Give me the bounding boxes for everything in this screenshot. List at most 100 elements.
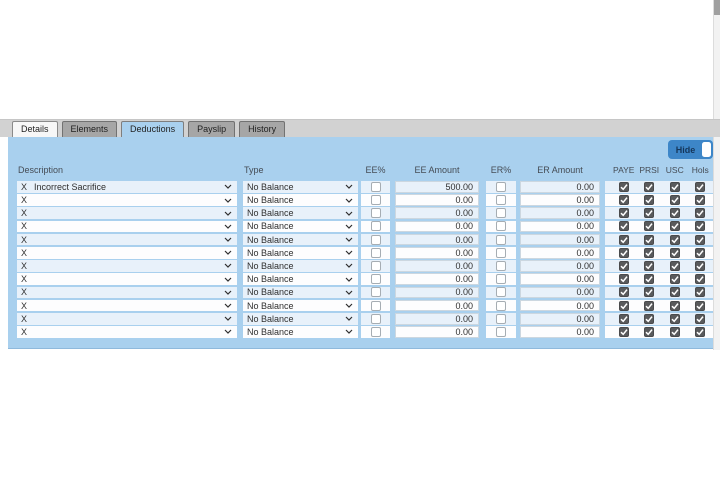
type-select[interactable]: No Balance bbox=[243, 260, 358, 272]
usc-checkbox[interactable] bbox=[669, 247, 680, 258]
er-amount-input[interactable]: 0.00 bbox=[520, 312, 600, 325]
paye-checkbox[interactable] bbox=[618, 181, 629, 192]
er-percent-checkbox[interactable] bbox=[496, 287, 506, 298]
ee-amount-input[interactable]: 0.00 bbox=[395, 299, 479, 312]
type-select[interactable]: No Balance bbox=[243, 194, 358, 206]
hols-checkbox[interactable] bbox=[695, 326, 706, 337]
ee-percent-checkbox[interactable] bbox=[370, 208, 381, 219]
type-select[interactable]: No Balance bbox=[243, 220, 358, 233]
paye-checkbox[interactable] bbox=[618, 195, 629, 206]
ee-percent-checkbox[interactable] bbox=[370, 181, 381, 192]
usc-checkbox[interactable] bbox=[669, 234, 680, 245]
type-select[interactable]: No Balance bbox=[243, 181, 358, 193]
description-select[interactable]: X bbox=[17, 286, 237, 299]
er-percent-checkbox[interactable] bbox=[496, 300, 506, 311]
er-amount-input[interactable]: 0.00 bbox=[520, 181, 600, 193]
er-amount-input[interactable]: 0.00 bbox=[520, 194, 600, 206]
description-select[interactable]: X bbox=[17, 220, 237, 233]
er-percent-checkbox[interactable] bbox=[496, 326, 506, 337]
ee-percent-checkbox[interactable] bbox=[370, 287, 381, 298]
prsi-checkbox[interactable] bbox=[644, 300, 655, 311]
ee-percent-checkbox[interactable] bbox=[370, 313, 381, 324]
usc-checkbox[interactable] bbox=[669, 221, 680, 232]
paye-checkbox[interactable] bbox=[618, 221, 629, 232]
hols-checkbox[interactable] bbox=[695, 208, 706, 219]
er-percent-checkbox[interactable] bbox=[496, 234, 506, 245]
type-select[interactable]: No Balance bbox=[243, 326, 358, 338]
ee-percent-checkbox[interactable] bbox=[370, 300, 381, 311]
er-amount-input[interactable]: 0.00 bbox=[520, 286, 600, 299]
er-percent-checkbox[interactable] bbox=[496, 221, 506, 232]
prsi-checkbox[interactable] bbox=[644, 313, 655, 324]
description-select[interactable]: X bbox=[17, 233, 237, 246]
ee-percent-checkbox[interactable] bbox=[370, 274, 381, 285]
hols-checkbox[interactable] bbox=[695, 247, 706, 258]
description-select[interactable]: X bbox=[17, 260, 237, 272]
er-amount-input[interactable]: 0.00 bbox=[520, 260, 600, 272]
description-select[interactable]: X Incorrect Sacrifice bbox=[17, 181, 237, 193]
description-select[interactable]: X bbox=[17, 246, 237, 259]
usc-checkbox[interactable] bbox=[669, 287, 680, 298]
hols-checkbox[interactable] bbox=[695, 300, 706, 311]
prsi-checkbox[interactable] bbox=[644, 326, 655, 337]
prsi-checkbox[interactable] bbox=[644, 181, 655, 192]
vertical-scrollbar[interactable] bbox=[713, 0, 720, 350]
er-percent-checkbox[interactable] bbox=[496, 313, 506, 324]
er-percent-checkbox[interactable] bbox=[496, 195, 506, 206]
description-select[interactable]: X bbox=[17, 207, 237, 220]
er-amount-input[interactable]: 0.00 bbox=[520, 246, 600, 259]
ee-percent-checkbox[interactable] bbox=[370, 326, 381, 337]
hols-checkbox[interactable] bbox=[695, 181, 706, 192]
type-select[interactable]: No Balance bbox=[243, 233, 358, 246]
paye-checkbox[interactable] bbox=[618, 247, 629, 258]
prsi-checkbox[interactable] bbox=[644, 287, 655, 298]
prsi-checkbox[interactable] bbox=[644, 234, 655, 245]
paye-checkbox[interactable] bbox=[618, 287, 629, 298]
tab-elements[interactable]: Elements bbox=[61, 121, 118, 137]
type-select[interactable]: No Balance bbox=[243, 273, 358, 285]
type-select[interactable]: No Balance bbox=[243, 207, 358, 220]
prsi-checkbox[interactable] bbox=[644, 221, 655, 232]
hols-checkbox[interactable] bbox=[695, 195, 706, 206]
er-percent-checkbox[interactable] bbox=[496, 274, 506, 285]
er-percent-checkbox[interactable] bbox=[496, 181, 506, 192]
type-select[interactable]: No Balance bbox=[243, 246, 358, 259]
usc-checkbox[interactable] bbox=[669, 208, 680, 219]
ee-amount-input[interactable]: 500.00 bbox=[395, 181, 479, 193]
usc-checkbox[interactable] bbox=[669, 181, 680, 192]
hide-toggle-button[interactable]: Hide bbox=[668, 140, 713, 159]
ee-amount-input[interactable]: 0.00 bbox=[395, 312, 479, 325]
ee-amount-input[interactable]: 0.00 bbox=[395, 326, 479, 338]
ee-percent-checkbox[interactable] bbox=[370, 234, 381, 245]
paye-checkbox[interactable] bbox=[618, 313, 629, 324]
ee-amount-input[interactable]: 0.00 bbox=[395, 286, 479, 299]
type-select[interactable]: No Balance bbox=[243, 286, 358, 299]
prsi-checkbox[interactable] bbox=[644, 260, 655, 271]
description-select[interactable]: X bbox=[17, 312, 237, 325]
hols-checkbox[interactable] bbox=[695, 287, 706, 298]
hols-checkbox[interactable] bbox=[695, 260, 706, 271]
er-percent-checkbox[interactable] bbox=[496, 247, 506, 258]
ee-amount-input[interactable]: 0.00 bbox=[395, 273, 479, 285]
ee-percent-checkbox[interactable] bbox=[370, 195, 381, 206]
usc-checkbox[interactable] bbox=[669, 260, 680, 271]
description-select[interactable]: X bbox=[17, 326, 237, 338]
type-select[interactable]: No Balance bbox=[243, 299, 358, 312]
er-amount-input[interactable]: 0.00 bbox=[520, 233, 600, 246]
er-amount-input[interactable]: 0.00 bbox=[520, 299, 600, 312]
paye-checkbox[interactable] bbox=[618, 260, 629, 271]
er-percent-checkbox[interactable] bbox=[496, 208, 506, 219]
hols-checkbox[interactable] bbox=[695, 313, 706, 324]
paye-checkbox[interactable] bbox=[618, 326, 629, 337]
prsi-checkbox[interactable] bbox=[644, 195, 655, 206]
er-amount-input[interactable]: 0.00 bbox=[520, 220, 600, 233]
ee-percent-checkbox[interactable] bbox=[370, 247, 381, 258]
paye-checkbox[interactable] bbox=[618, 274, 629, 285]
ee-percent-checkbox[interactable] bbox=[370, 260, 381, 271]
hols-checkbox[interactable] bbox=[695, 234, 706, 245]
usc-checkbox[interactable] bbox=[669, 326, 680, 337]
er-amount-input[interactable]: 0.00 bbox=[520, 326, 600, 338]
tab-details[interactable]: Details bbox=[12, 121, 58, 137]
type-select[interactable]: No Balance bbox=[243, 312, 358, 325]
usc-checkbox[interactable] bbox=[669, 274, 680, 285]
